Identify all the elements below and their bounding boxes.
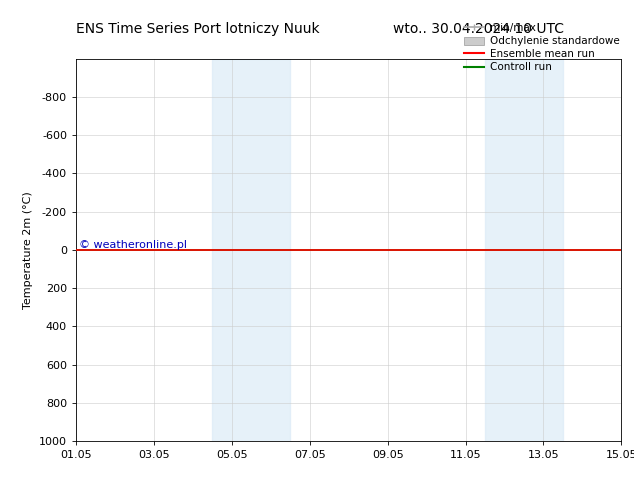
- Text: © weatheronline.pl: © weatheronline.pl: [79, 240, 187, 250]
- Text: wto.. 30.04.2024 10 UTC: wto.. 30.04.2024 10 UTC: [393, 22, 564, 36]
- Bar: [485, 59, 563, 441]
- Bar: [212, 59, 290, 441]
- Legend: min/max, Odchylenie standardowe, Ensemble mean run, Controll run: min/max, Odchylenie standardowe, Ensembl…: [460, 20, 623, 75]
- Y-axis label: Temperature 2m (°C): Temperature 2m (°C): [23, 191, 34, 309]
- Text: ENS Time Series Port lotniczy Nuuk: ENS Time Series Port lotniczy Nuuk: [76, 22, 320, 36]
